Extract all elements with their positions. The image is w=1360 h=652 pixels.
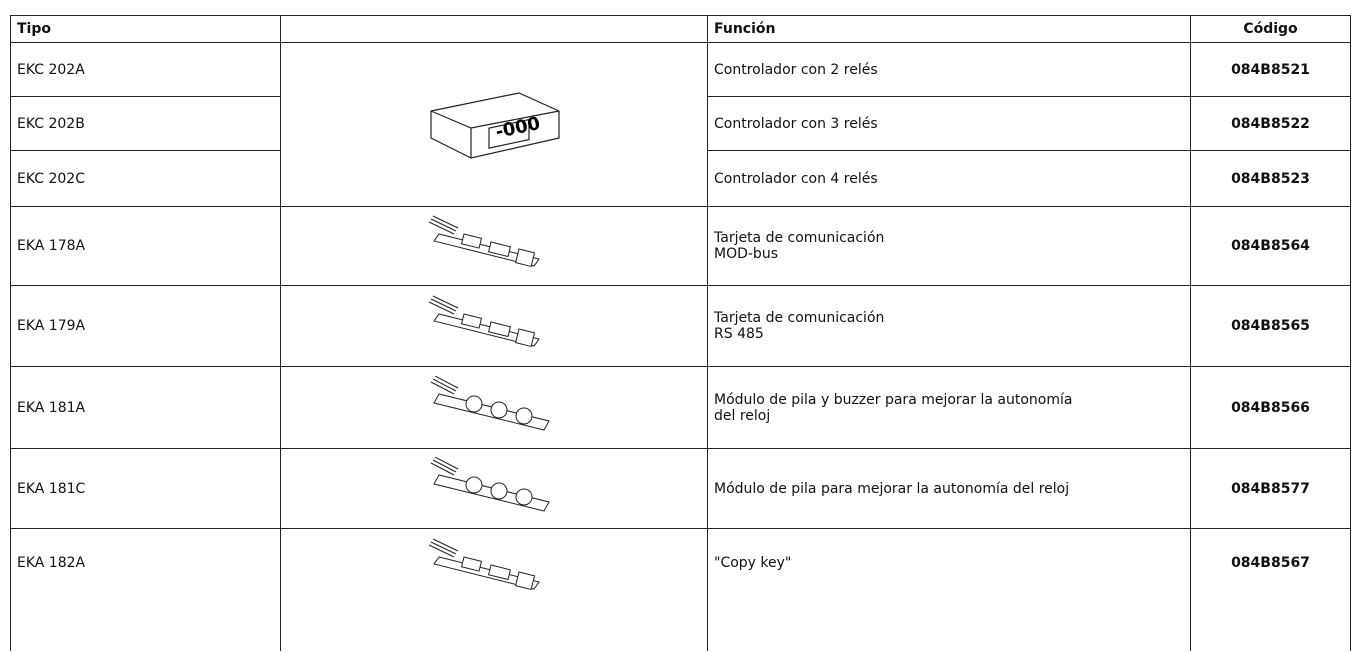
board-image	[428, 215, 540, 268]
funcion-line: "Copy key"	[714, 555, 792, 571]
tipo-cell: EKC 202C	[10, 150, 281, 207]
funcion-line: Controlador con 4 relés	[714, 170, 878, 187]
board-image	[428, 295, 540, 348]
battery-board-image	[430, 375, 550, 431]
table-row: EKA 181C Módulo de pila para mejorar la a…	[10, 448, 1351, 529]
funcion-line: MOD-bus	[714, 246, 778, 262]
funcion-cell: Tarjeta de comunicación MOD-bus	[707, 206, 1191, 286]
funcion-line: RS 485	[714, 326, 764, 342]
funcion-cell: Controlador con 3 relés	[707, 96, 1191, 151]
tipo-cell: EKA 182A	[10, 528, 281, 651]
table-row: EKC 202B Controlador con 3 relés 084B8522	[10, 96, 1351, 151]
image-cell	[280, 366, 708, 449]
table-row: EKC 202C Controlador con 4 relés 084B8523	[10, 150, 1351, 207]
funcion-line: del reloj	[714, 407, 771, 424]
tipo-cell: EKA 181C	[10, 448, 281, 529]
image-cell: -000	[280, 42, 708, 207]
funcion-line: Módulo de pila para mejorar la autonomía…	[714, 480, 1070, 497]
funcion-cell: "Copy key"	[707, 528, 1191, 651]
board-image	[428, 538, 540, 591]
funcion-line: Tarjeta de comunicación	[714, 310, 885, 326]
funcion-line: Controlador con 3 relés	[714, 115, 878, 132]
table-body: EKC 202A -000 Controlador con 2 relés 084B8…	[10, 42, 1351, 651]
tipo-cell: EKC 202A	[10, 42, 281, 97]
image-cell	[280, 448, 708, 529]
codigo-cell: 084B8522	[1190, 96, 1351, 151]
tipo-cell: EKC 202B	[10, 96, 281, 151]
tipo-cell: EKA 179A	[10, 285, 281, 367]
header-cell	[280, 15, 708, 43]
codigo-cell: 084B8565	[1190, 285, 1351, 367]
header-cell: Función	[707, 15, 1191, 43]
codigo-cell: 084B8523	[1190, 150, 1351, 207]
funcion-cell: Módulo de pila para mejorar la autonomía…	[707, 448, 1191, 529]
funcion-line: Módulo de pila y buzzer para mejorar la …	[714, 391, 1073, 408]
funcion-cell: Módulo de pila y buzzer para mejorar la …	[707, 366, 1191, 449]
codigo-cell: 084B8567	[1190, 528, 1351, 651]
image-cell	[280, 528, 708, 651]
header-cell: Tipo	[10, 15, 281, 43]
image-cell	[280, 285, 708, 367]
table-row: EKA 181A Módulo de pila y buzzer para mej…	[10, 366, 1351, 449]
header-cell: Código	[1190, 15, 1351, 43]
table-row: EKA 178A Tarjeta de comunicación MOD-bus 08…	[10, 206, 1351, 286]
funcion-line: Controlador con 2 relés	[714, 61, 878, 78]
tipo-cell: EKA 181A	[10, 366, 281, 449]
funcion-cell: Controlador con 2 relés	[707, 42, 1191, 97]
image-cell	[280, 206, 708, 286]
funcion-cell: Tarjeta de comunicación RS 485	[707, 285, 1191, 367]
codigo-cell: 084B8566	[1190, 366, 1351, 449]
funcion-line: Tarjeta de comunicación	[714, 230, 885, 246]
battery-board-image	[430, 456, 550, 512]
tipo-cell: EKA 178A	[10, 206, 281, 286]
funcion-cell: Controlador con 4 relés	[707, 150, 1191, 207]
table-row: EKA 182A "Copy key" 084B8567	[10, 528, 1351, 651]
codigo-cell: 084B8564	[1190, 206, 1351, 286]
table-row: EKA 179A Tarjeta de comunicación RS 485 084…	[10, 285, 1351, 367]
table-row: EKC 202A -000 Controlador con 2 relés 084B8…	[10, 42, 1351, 207]
product-table: Tipo Función Código EKC 202A -000 Controla…	[10, 15, 1351, 651]
codigo-cell: 084B8577	[1190, 448, 1351, 529]
codigo-cell: 084B8521	[1190, 42, 1351, 97]
header-row: Tipo Función Código	[10, 15, 1351, 43]
controller-image: -000	[430, 91, 560, 159]
